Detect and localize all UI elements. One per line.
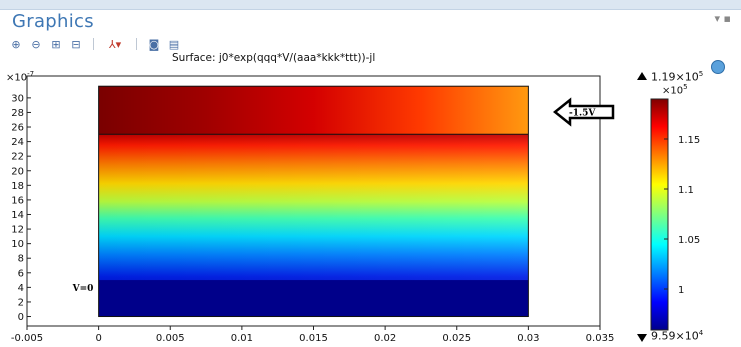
colorbar-max-marker-icon (637, 72, 647, 80)
x-tick-label: 0.025 (442, 333, 471, 344)
x-tick-label: 0.02 (374, 333, 396, 344)
colorbar-min-label: 9.59×104 (651, 329, 704, 343)
y-tick-label: 2 (18, 297, 24, 308)
surface-region-bottom-layer (98, 280, 529, 317)
colorbar-tick-label: 1.15 (678, 135, 700, 146)
left-arrow-icon (552, 97, 615, 127)
y-tick-label: 6 (18, 268, 24, 279)
colorbar-ticks: 1.15 1.1 1.05 1 (664, 135, 700, 296)
annotation-minus-1-5v: -1.5V (569, 109, 596, 119)
x-tick-label: 0.005 (156, 333, 185, 344)
y-tick-label: 22 (11, 152, 24, 163)
x-tick-label: 0.01 (231, 333, 253, 344)
zoom-box-icon[interactable]: ⊞ (51, 37, 61, 51)
toolbar-separator (136, 38, 137, 50)
toolbar-separator (93, 38, 94, 50)
x-tick-label: -0.005 (11, 333, 43, 344)
y-tick-label: 18 (11, 181, 24, 192)
x-tick-label: 0.03 (517, 333, 539, 344)
y-tick-label: 10 (11, 239, 24, 250)
y-tick-label: 0 (18, 312, 24, 323)
geometry-outline (98, 85, 529, 318)
colorbar-scale-label: ×105 (662, 83, 688, 97)
x-tick-label: 0 (95, 333, 101, 344)
graphics-panel-title: Graphics (12, 11, 94, 32)
x-tick-label: 0.015 (299, 333, 328, 344)
print-icon[interactable]: ▤ (168, 37, 180, 51)
zoom-out-icon[interactable]: ⊖ (31, 37, 41, 51)
y-tick-label: 30 (11, 93, 24, 104)
y-tick-label: 12 (11, 225, 24, 236)
y-tick-label: 8 (18, 254, 24, 265)
zoom-in-icon[interactable]: ⊕ (11, 37, 21, 51)
colorbar-tick-label: 1.05 (678, 235, 700, 246)
y-tick-label: 14 (11, 210, 24, 221)
y-tick-label: 26 (11, 123, 24, 134)
arrow-annotation: -1.5V (552, 97, 615, 127)
annotation-v0: V=0 (72, 284, 94, 294)
plot-title: Surface: j0*exp(qqq*V/(aaa*kkk*ttt))-jl (172, 52, 376, 64)
y-tick-label: 4 (18, 283, 24, 294)
surface-region-top-layer (98, 86, 529, 135)
settings-icon[interactable] (711, 60, 725, 74)
colorbar-tick-label: 1 (678, 285, 684, 296)
y-tick-label: 24 (11, 137, 24, 148)
y-axis-scale-label: ×10-7 (6, 70, 35, 84)
y-tick-label: 28 (11, 108, 24, 119)
x-axis-ticks: -0.005 0 0.005 0.01 0.015 0.02 0.025 0.03 0.035 (11, 326, 614, 344)
colorbar (650, 98, 669, 331)
x-tick-label: 0.035 (586, 333, 615, 344)
graphics-toolbar: ⊕ ⊖ ⊞ ⊟ ⅄▾ ◙ ▤ (8, 36, 182, 52)
colorbar-min-marker-icon (637, 334, 647, 342)
y-tick-label: 16 (11, 195, 24, 206)
colorbar-max-label: 1.19×105 (651, 70, 704, 84)
colorbar-tick-label: 1.1 (678, 185, 694, 196)
axis-orientation-icon[interactable]: ⅄▾ (108, 37, 122, 51)
top-window-strip (0, 0, 741, 10)
zoom-extents-icon[interactable]: ⊟ (71, 37, 81, 51)
window-controls[interactable]: ▾ ▪ (714, 12, 731, 25)
camera-icon[interactable]: ◙ (148, 37, 160, 51)
y-tick-label: 20 (11, 166, 24, 177)
